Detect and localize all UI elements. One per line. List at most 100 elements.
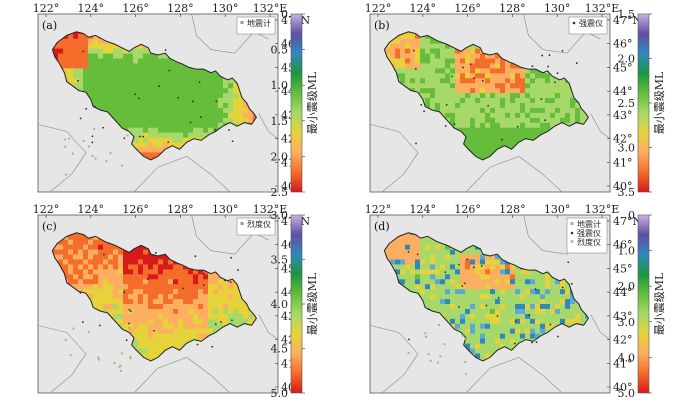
field-cell	[78, 234, 84, 241]
field-cell	[253, 112, 257, 119]
field-cell	[213, 112, 219, 119]
field-cell	[415, 63, 421, 69]
field-cell	[480, 137, 486, 144]
field-cell	[148, 122, 154, 129]
field-cell	[133, 58, 139, 65]
field-cell	[183, 279, 189, 285]
field-cell	[158, 117, 164, 124]
field-cell	[560, 93, 566, 99]
field-cell	[168, 264, 174, 270]
field-cell	[158, 147, 164, 154]
field-cell	[168, 279, 174, 285]
station-marker	[487, 104, 490, 107]
field-cell	[93, 279, 99, 285]
field-cell	[480, 73, 486, 79]
field-cell	[143, 343, 149, 350]
field-cell	[143, 348, 149, 355]
field-cell	[173, 127, 179, 134]
station-marker	[473, 77, 475, 80]
field-cell	[88, 63, 94, 69]
field-cell	[148, 58, 154, 65]
field-cell	[450, 93, 456, 99]
field-cell	[465, 117, 471, 124]
field-cell	[118, 78, 124, 84]
field-cell	[178, 299, 184, 305]
field-cell	[108, 83, 114, 89]
field-cell	[123, 308, 129, 315]
field-cell	[153, 53, 159, 60]
field-cell	[193, 112, 199, 119]
field-cell	[178, 83, 184, 89]
field-cell	[530, 107, 536, 114]
field-cell	[128, 127, 134, 134]
station-marker	[547, 65, 549, 68]
field-cell	[213, 299, 219, 305]
field-cell	[113, 58, 119, 65]
field-cell	[143, 127, 149, 134]
field-cell	[128, 83, 134, 89]
lat-tick-label: 46°	[613, 38, 633, 51]
field-cell	[133, 103, 139, 109]
field-cell	[78, 73, 84, 79]
station-marker	[91, 141, 94, 144]
field-cell	[550, 117, 556, 124]
field-cell	[243, 103, 249, 109]
field-cell	[470, 93, 476, 99]
field-cell	[405, 58, 411, 65]
field-cell	[153, 68, 159, 74]
field-cell	[480, 63, 486, 69]
field-cell	[128, 117, 134, 124]
field-cell	[68, 274, 74, 280]
field-cell	[143, 313, 149, 320]
field-cell	[148, 333, 154, 340]
lat-tick-label: 42°	[613, 133, 633, 146]
field-cell	[68, 249, 74, 256]
field-cell	[430, 98, 436, 104]
field-cell	[98, 48, 104, 55]
field-cell	[143, 289, 149, 295]
field-cell	[153, 122, 159, 129]
field-cell	[93, 83, 99, 89]
field-cell	[550, 78, 556, 84]
field-cell	[505, 122, 511, 129]
field-cell	[178, 323, 184, 330]
field-cell	[580, 112, 586, 119]
stations	[63, 49, 234, 176]
field-cell	[203, 112, 209, 119]
field-cell	[535, 117, 541, 124]
field-cell	[400, 78, 406, 84]
field-cell	[138, 83, 144, 89]
field-cell	[153, 58, 159, 65]
field-cell	[148, 343, 154, 350]
field-cell	[138, 323, 144, 330]
field-cell	[58, 239, 64, 246]
field-cell	[118, 58, 124, 65]
field-cell	[103, 274, 109, 280]
field-cell	[530, 132, 536, 139]
field-cell	[148, 279, 154, 285]
field-cell	[183, 103, 189, 109]
field-cell	[103, 289, 109, 295]
field-cell	[480, 157, 486, 160]
field-cell	[510, 78, 516, 84]
field-cell	[485, 107, 491, 114]
field-cell	[178, 132, 184, 139]
field-cell	[460, 48, 466, 55]
field-cell	[178, 289, 184, 295]
lon-tick-label: 122°	[365, 2, 392, 15]
field-cell	[103, 48, 109, 55]
field-cell	[123, 294, 129, 300]
field-cell	[183, 328, 189, 335]
field-cell	[178, 294, 184, 300]
field-cell	[218, 103, 224, 109]
field-cell	[108, 294, 114, 300]
field-cell	[208, 304, 214, 310]
field-cell	[103, 294, 109, 300]
field-cell	[400, 63, 406, 69]
field-cell	[223, 289, 229, 295]
field-cell	[83, 274, 89, 280]
field-cell	[138, 107, 144, 114]
field-cell	[218, 122, 224, 129]
field-cell	[138, 313, 144, 320]
outer-station-marker	[63, 138, 66, 141]
